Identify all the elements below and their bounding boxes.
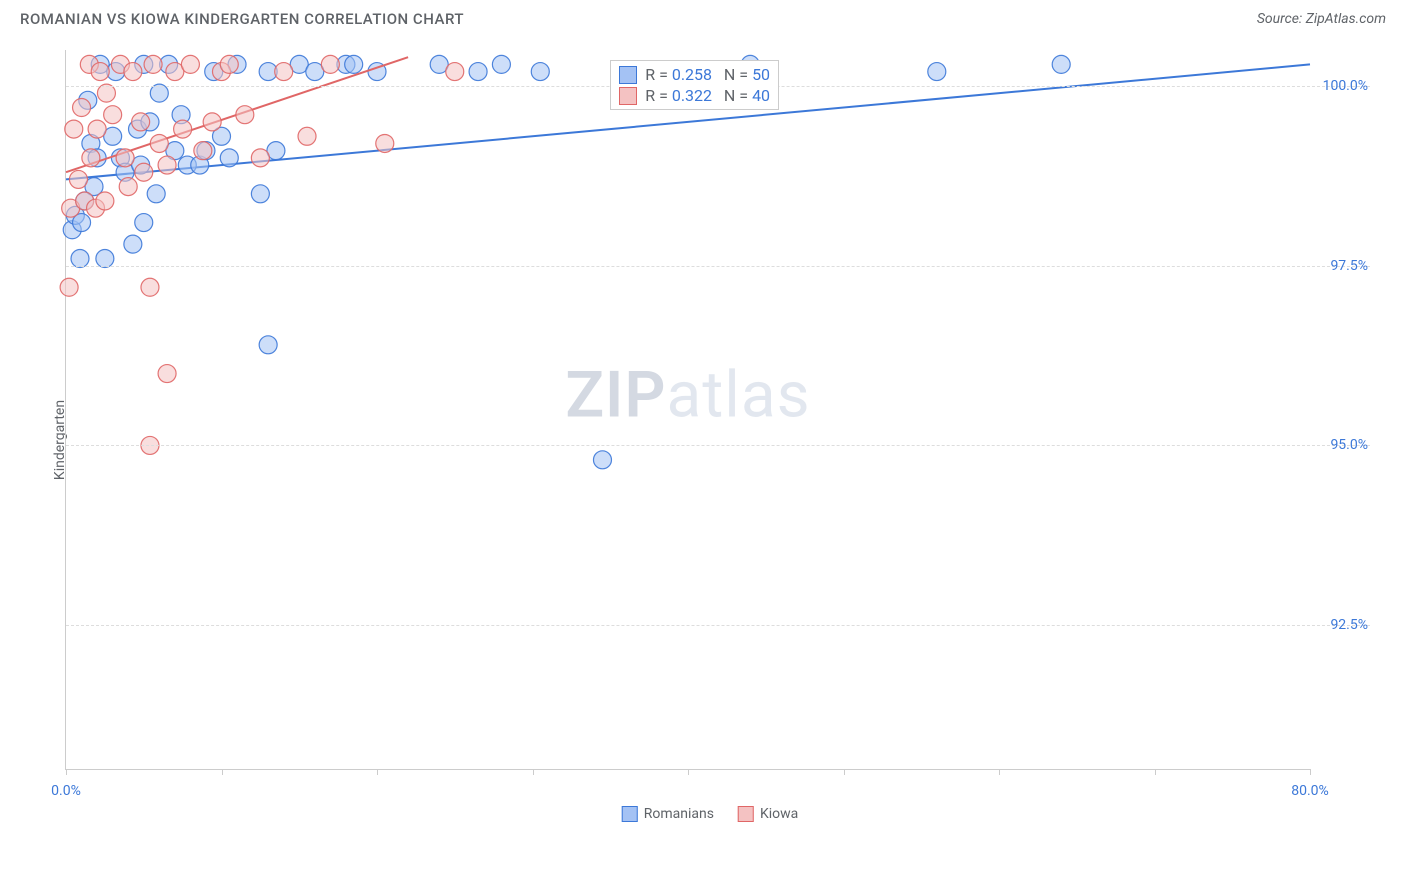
bottom-legend: Romanians Kiowa — [622, 806, 799, 822]
data-point — [135, 163, 153, 181]
data-point — [928, 63, 946, 81]
stat-text: R = 0.258 N = 50 — [645, 65, 770, 84]
data-point — [446, 63, 464, 81]
data-point — [116, 149, 134, 167]
data-point — [251, 149, 269, 167]
legend-label: Kiowa — [760, 806, 798, 822]
data-point — [220, 55, 238, 73]
stat-text: R = 0.322 N = 40 — [645, 86, 770, 105]
y-tick-label: 95.0% — [1313, 437, 1368, 453]
data-point — [132, 113, 150, 131]
data-point — [124, 63, 142, 81]
legend-swatch-icon — [622, 806, 638, 822]
source-attribution: Source: ZipAtlas.com — [1257, 11, 1386, 27]
stat-row: R = 0.258 N = 50 — [619, 65, 770, 84]
x-tick — [844, 769, 845, 775]
data-point — [124, 235, 142, 253]
chart-container: Kindergarten ZIPatlas R = 0.258 N = 50R … — [50, 50, 1370, 830]
data-point — [251, 185, 269, 203]
data-point — [531, 63, 549, 81]
data-point — [345, 55, 363, 73]
legend-item[interactable]: Romanians — [622, 806, 714, 822]
data-point — [203, 113, 221, 131]
data-point — [593, 451, 611, 469]
data-point — [96, 192, 114, 210]
legend-swatch-icon — [619, 66, 637, 84]
x-tick — [222, 769, 223, 775]
data-point — [275, 63, 293, 81]
chart-title: ROMANIAN VS KIOWA KINDERGARTEN CORRELATI… — [20, 10, 464, 28]
data-point — [65, 120, 83, 138]
gridline-h — [66, 266, 1370, 267]
data-point — [158, 365, 176, 383]
x-tick — [688, 769, 689, 775]
data-point — [1052, 55, 1070, 73]
x-tick — [999, 769, 1000, 775]
data-point — [181, 55, 199, 73]
data-point — [119, 178, 137, 196]
legend-label: Romanians — [644, 806, 714, 822]
x-tick-label: 0.0% — [51, 783, 81, 799]
data-point — [141, 278, 159, 296]
data-point — [259, 336, 277, 354]
data-point — [298, 127, 316, 145]
data-point — [321, 55, 339, 73]
data-point — [469, 63, 487, 81]
data-point — [150, 134, 168, 152]
x-tick — [1155, 769, 1156, 775]
data-point — [88, 120, 106, 138]
data-point — [73, 99, 91, 117]
x-tick-label: 80.0% — [1291, 783, 1329, 799]
gridline-h — [66, 445, 1370, 446]
data-point — [236, 106, 254, 124]
scatter-svg — [66, 50, 1310, 769]
data-point — [82, 149, 100, 167]
x-tick — [377, 769, 378, 775]
x-tick — [1310, 769, 1311, 775]
data-point — [147, 185, 165, 203]
data-point — [60, 278, 78, 296]
gridline-h — [66, 625, 1370, 626]
y-tick-label: 92.5% — [1313, 617, 1368, 633]
data-point — [194, 142, 212, 160]
data-point — [376, 134, 394, 152]
stat-row: R = 0.322 N = 40 — [619, 86, 770, 105]
legend-item[interactable]: Kiowa — [738, 806, 798, 822]
plot-area: ZIPatlas R = 0.258 N = 50R = 0.322 N = 4… — [65, 50, 1310, 770]
y-tick-label: 97.5% — [1313, 258, 1368, 274]
data-point — [135, 214, 153, 232]
data-point — [492, 55, 510, 73]
data-point — [91, 63, 109, 81]
data-point — [220, 149, 238, 167]
legend-swatch-icon — [738, 806, 754, 822]
y-tick-label: 100.0% — [1313, 78, 1368, 94]
data-point — [174, 120, 192, 138]
data-point — [158, 156, 176, 174]
data-point — [144, 55, 162, 73]
x-tick — [66, 769, 67, 775]
data-point — [69, 170, 87, 188]
legend-swatch-icon — [619, 87, 637, 105]
correlation-stat-box: R = 0.258 N = 50 R = 0.322 N = 40 — [610, 60, 779, 110]
data-point — [104, 106, 122, 124]
x-tick — [533, 769, 534, 775]
